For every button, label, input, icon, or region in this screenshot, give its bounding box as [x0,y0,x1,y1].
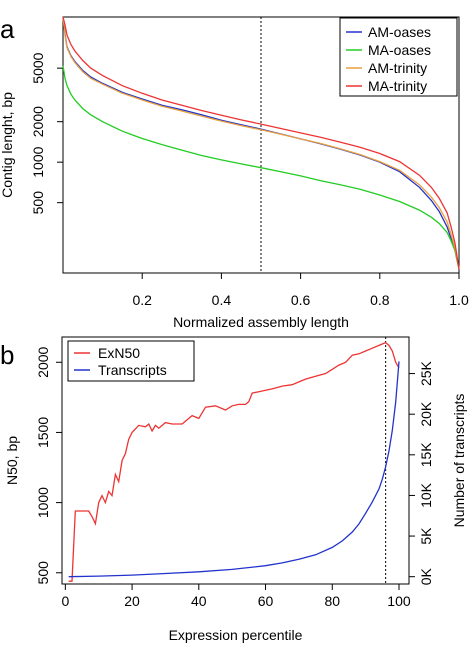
x-tick-label: 0.4 [212,292,232,308]
y-tick-label: 500 [35,561,51,585]
x-tick-label: 60 [258,593,274,609]
panel-label-a: a [0,14,15,44]
x-tick-label: 1.0 [449,292,469,308]
x-tick-label: 20 [124,593,140,609]
legend: AM-oases MA-oases AM-trinity MA-trinity [339,17,458,97]
y-right-tick-label: 20K [418,401,434,427]
y-tick-label: 500 [30,191,46,215]
y-tick-label: 2000 [35,346,51,377]
series-line-AM-oases [62,16,460,270]
y-tick-label: 2000 [30,106,46,137]
legend-label: Transcripts [98,362,167,378]
legend-label: ExN50 [98,345,140,361]
panel-b: 0 20 40 60 80 100 500 1000 1500 2000 0K 5K 10K 15K 20K… [4,336,467,643]
y-axis-title: Contig lenght, bp [0,92,15,198]
y-right-tick-label: 25K [418,360,434,386]
y-right-tick-label: 5K [418,527,434,545]
y-right-axis-title: Number of transcripts [451,394,467,528]
series-line-ExN50 [68,341,400,582]
y-right-tick-label: 15K [418,442,434,468]
y-tick-label: 5000 [30,52,46,83]
series-line-MA-trinity [62,16,460,270]
panel-a: 0.2 0.4 0.6 0.8 1.0 500 1000 2000 5000 Normalized… [0,16,469,330]
y-right-tick-label: 0K [418,567,434,585]
x-tick-label: 40 [191,593,207,609]
y-tick-label: 1000 [35,487,51,518]
series-line-AM-trinity [62,16,460,270]
legend-label: MA-trinity [368,78,427,94]
legend-label: AM-oases [368,24,431,40]
plot-frame [61,336,410,585]
y-tick-label: 1000 [30,146,46,177]
y-axis-title: N50, bp [4,436,20,485]
x-tick-label: 0.8 [370,292,390,308]
x-tick-label: 100 [387,593,411,609]
x-tick-label: 80 [324,593,340,609]
legend-label: AM-trinity [368,60,427,76]
legend-box [339,17,458,97]
y-tick-label: 1500 [35,417,51,448]
series-line-Transcripts [68,361,400,578]
panel-label-b: b [0,340,14,370]
legend-box [67,340,195,382]
x-axis-title: Normalized assembly length [173,314,349,330]
series-line-MA-oases [62,65,460,270]
x-axis-title: Expression percentile [169,627,303,643]
x-tick-label: 0.2 [132,292,152,308]
x-tick-label: 0.6 [291,292,311,308]
legend-label: MA-oases [368,42,431,58]
x-tick-label: 0 [61,593,69,609]
y-right-tick-label: 10K [418,482,434,508]
